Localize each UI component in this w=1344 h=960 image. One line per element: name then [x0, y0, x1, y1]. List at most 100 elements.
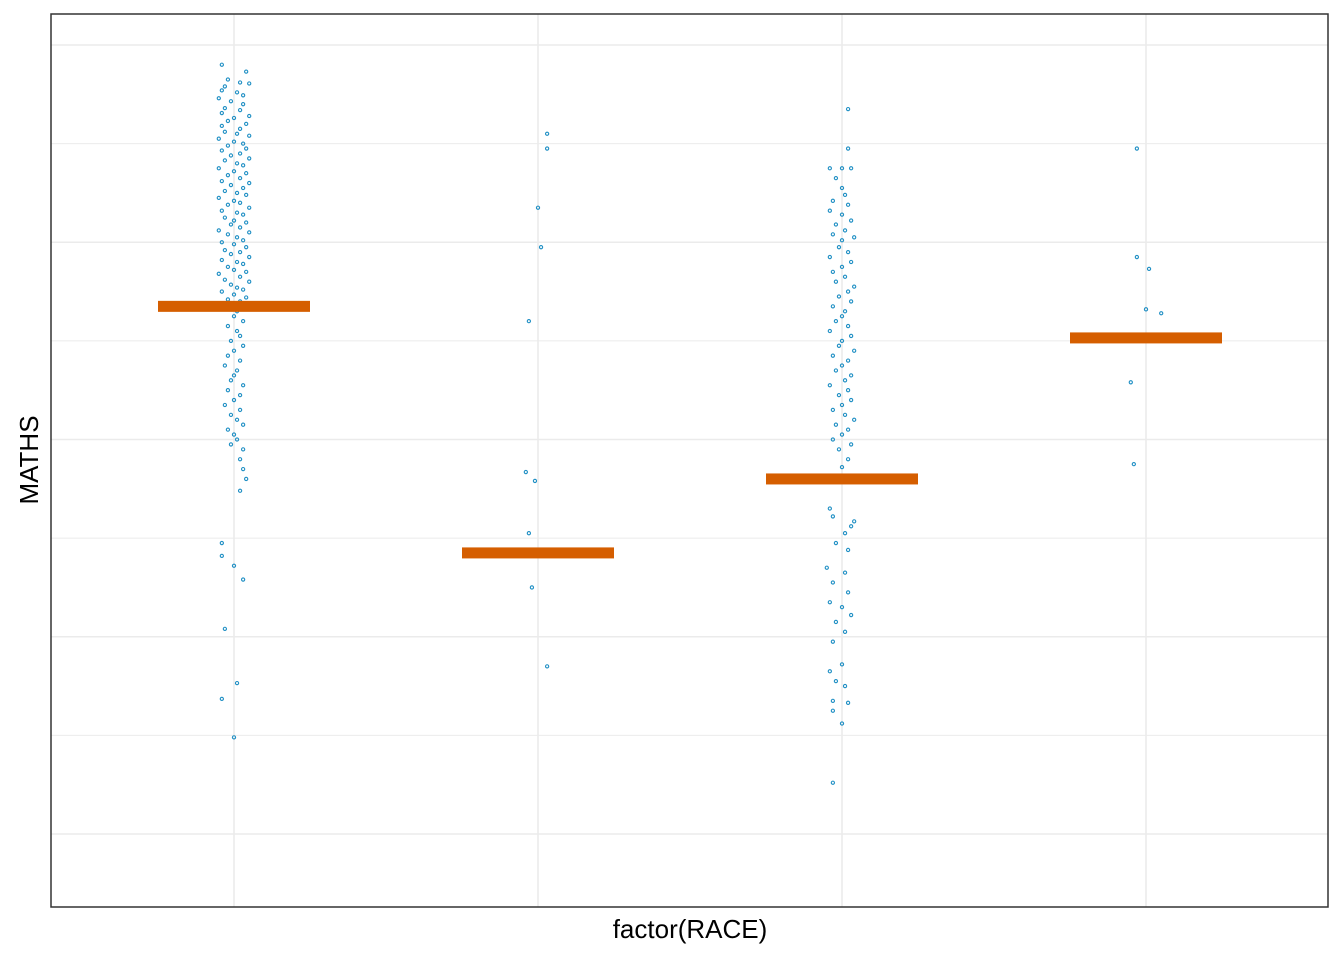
data-point — [219, 289, 224, 294]
data-point — [830, 407, 836, 413]
data-point — [842, 309, 848, 314]
data-point — [845, 427, 851, 432]
data-point — [526, 318, 532, 324]
data-point — [234, 259, 240, 265]
data-point — [231, 432, 237, 437]
data-point — [219, 88, 224, 93]
data-point — [222, 247, 228, 253]
data-point — [222, 626, 228, 632]
group-mean-bars — [158, 300, 1222, 559]
data-point — [247, 279, 252, 284]
data-point — [830, 304, 836, 309]
data-point — [830, 437, 836, 442]
data-point — [237, 80, 243, 85]
data-point — [827, 208, 832, 213]
data-point — [231, 348, 237, 353]
data-point — [222, 129, 228, 134]
data-point — [830, 269, 836, 274]
data-point — [839, 185, 845, 191]
data-point — [830, 708, 836, 713]
data-point — [231, 218, 237, 223]
data-point — [247, 180, 252, 186]
data-point — [244, 245, 249, 250]
data-point — [237, 358, 243, 363]
data-point — [827, 506, 832, 511]
data-point — [839, 721, 845, 726]
data-point — [225, 264, 231, 270]
data-point — [225, 323, 231, 329]
data-point — [222, 158, 228, 163]
y-axis-title: MATHS — [14, 415, 44, 504]
data-point — [544, 131, 550, 136]
data-point — [529, 585, 535, 590]
data-point — [1134, 146, 1140, 151]
data-point — [836, 392, 842, 398]
data-point — [237, 249, 243, 255]
data-point — [244, 295, 249, 300]
data-point — [228, 412, 234, 417]
data-point — [833, 318, 839, 324]
data-point — [240, 141, 246, 146]
data-point — [247, 81, 252, 86]
data-point — [240, 318, 246, 324]
data-point — [845, 457, 851, 462]
data-point — [240, 212, 246, 217]
data-point — [231, 139, 237, 144]
data-point — [1146, 266, 1152, 272]
data-point — [523, 469, 528, 475]
data-point — [222, 363, 228, 368]
data-point — [228, 442, 234, 447]
data-point — [852, 284, 857, 289]
data-point — [234, 285, 240, 290]
data-point — [237, 407, 243, 413]
data-point — [845, 388, 851, 393]
data-point — [219, 178, 224, 184]
data-point — [219, 62, 224, 67]
data-point — [845, 289, 851, 294]
data-point — [222, 105, 228, 111]
data-point — [234, 680, 240, 686]
data-point — [219, 553, 224, 559]
data-point — [824, 565, 829, 570]
data-point — [240, 185, 246, 191]
data-point — [216, 136, 221, 141]
data-point — [216, 96, 221, 101]
data-point — [845, 106, 851, 112]
data-point — [237, 274, 243, 279]
data-point — [845, 547, 851, 553]
data-point — [836, 294, 842, 299]
data-point — [848, 397, 854, 403]
data-point — [228, 99, 234, 104]
data-point — [231, 735, 237, 740]
data-point — [833, 540, 839, 546]
data-point — [526, 531, 532, 536]
data-point — [216, 228, 221, 233]
data-point — [228, 182, 234, 188]
data-point — [845, 146, 851, 151]
data-point — [231, 115, 237, 121]
plot-background — [51, 14, 1328, 907]
data-point — [852, 519, 857, 524]
data-point — [830, 639, 836, 644]
data-point — [830, 353, 836, 358]
data-point — [848, 524, 854, 529]
data-point — [848, 299, 854, 304]
data-point — [222, 84, 228, 89]
data-point — [845, 202, 851, 207]
data-point — [848, 612, 854, 618]
data-point — [836, 343, 842, 348]
data-point — [237, 392, 243, 398]
data-point — [845, 323, 851, 329]
data-point — [839, 464, 845, 470]
data-point — [244, 171, 249, 176]
data-point — [848, 442, 854, 447]
data-point — [216, 195, 221, 201]
data-point — [240, 343, 246, 348]
data-point — [219, 240, 224, 245]
data-point — [830, 232, 836, 237]
data-point — [244, 220, 249, 225]
data-point — [247, 230, 252, 235]
group-mean-bar — [158, 300, 310, 312]
data-point — [845, 358, 851, 363]
data-point — [544, 664, 550, 669]
